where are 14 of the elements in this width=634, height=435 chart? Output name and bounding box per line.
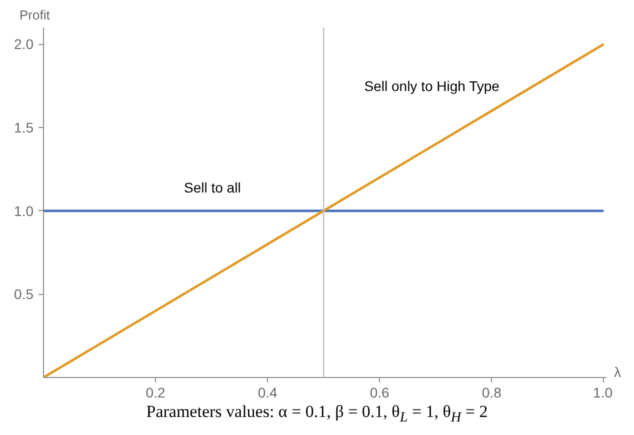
- y-tick-label: 2.0: [14, 36, 34, 52]
- x-tick-label: 0.6: [370, 384, 390, 400]
- x-tick-label: 1.0: [593, 384, 613, 400]
- y-axis-title: Profit: [20, 8, 50, 22]
- y-tick-label: 1.0: [14, 202, 34, 219]
- x-tick-label: 0.4: [258, 384, 278, 400]
- text: Parameters values: α = 0.1, β = 0.1, θ$_{L}$ = 1, θ$_{H}$ = 2: [145, 401, 489, 428]
- series-label: Sell only to High Type: [364, 78, 500, 94]
- x-tick-label: 0.2: [146, 384, 166, 400]
- series-label: Sell to all: [184, 180, 241, 196]
- x-axis-title: λ: [614, 364, 621, 380]
- x-tick-label: 0.8: [482, 384, 502, 400]
- y-tick-label: 0.5: [14, 286, 34, 302]
- y-tick-label: 1.5: [14, 120, 34, 136]
